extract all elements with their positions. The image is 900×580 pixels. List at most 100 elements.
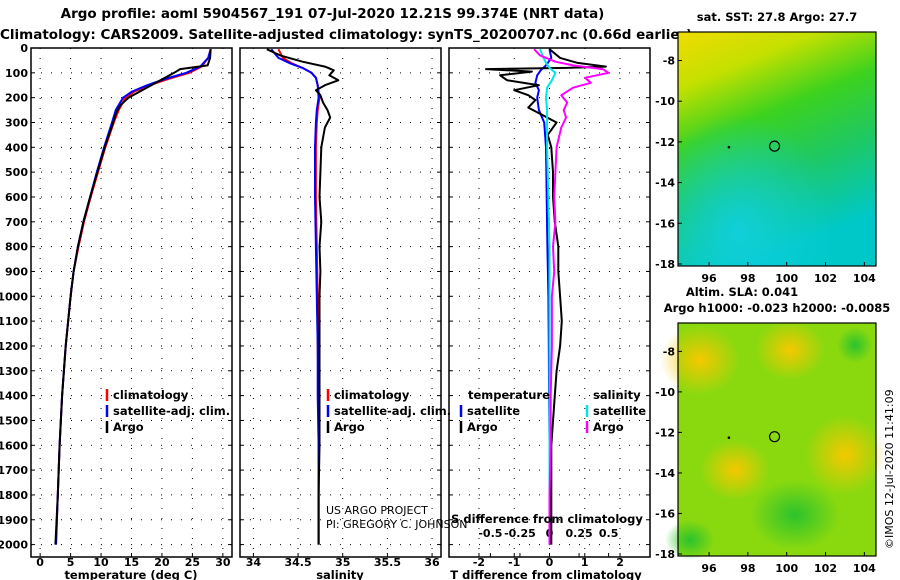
sla-low-south (750, 480, 840, 550)
depth-tick-label: 500 (5, 166, 28, 179)
pi-credit: PI: GREGORY C. JOHNSON (326, 518, 467, 531)
argo-position-marker (768, 140, 781, 152)
s-difference-tick-label: -0.25 (504, 527, 536, 540)
map-x-tick-label: 102 (814, 562, 837, 575)
salinity-lines (266, 48, 340, 545)
salinity-x-ticks: 34 34.5 35 35.5 36 (246, 556, 440, 569)
x-tick-label: 34.5 (284, 556, 311, 569)
x-tick-label: 35 (335, 556, 350, 569)
sla-high-north (755, 320, 825, 380)
x-tick-label: 5 (67, 556, 75, 569)
difference-lines (485, 48, 610, 545)
profile-line-satellite-adj-clim- (270, 48, 320, 545)
project-credit: US ARGO PROJECT (326, 504, 428, 517)
sla-low-northeast (837, 327, 873, 363)
legend-s-satellite-label: satellite (593, 404, 646, 418)
sla-map-frame (677, 322, 877, 557)
legend-satellite-label: satellite-adj. clim. (334, 404, 451, 418)
sla-map-subtitle: Argo h1000: -0.023 h2000: -0.0085 (664, 301, 891, 315)
salinity-legend: climatology satellite-adj. clim. Argo US… (326, 388, 467, 531)
map-x-tick-label: 104 (853, 562, 876, 575)
s-difference-x-ticks: -0.5 -0.25 0 0.25 0.5 (478, 527, 618, 540)
sla-high-west (660, 325, 740, 395)
legend-s-argo-label: Argo (593, 420, 624, 434)
temperature-legend: climatology satellite-adj. clim. Argo (105, 388, 230, 434)
depth-tick-label: 1900 (0, 514, 28, 527)
depth-tick-label: 1800 (0, 489, 28, 502)
legend-argo-label: Argo (334, 420, 365, 434)
imos-watermark: ©IMOS 12-Jul-2020 11:41:09 (883, 389, 896, 549)
map-y-tick-label: -10 (655, 386, 675, 399)
depth-tick-label: 2000 (0, 539, 28, 552)
depth-tick-label: 1700 (0, 464, 28, 477)
sst-map: 96 98 100 102 104 -8 -10 -12 -14 -16 -18 (655, 31, 877, 285)
legend-climatology-label: climatology (113, 388, 189, 402)
depth-tick-label: 1600 (0, 439, 28, 452)
map-x-tick-label: 96 (701, 272, 717, 285)
profile-line-climatology (55, 48, 212, 545)
sla-high-east (805, 415, 885, 495)
depth-tick-label: 700 (5, 216, 28, 229)
legend-t-argo-label: Argo (467, 420, 498, 434)
map-y-tick-label: -10 (655, 95, 675, 108)
map-x-tick-label: 104 (853, 272, 876, 285)
x-tick-label: 35.5 (374, 556, 401, 569)
x-tick-label: 15 (124, 556, 139, 569)
x-tick-label: 34 (246, 556, 262, 569)
depth-tick-label: 1000 (0, 290, 28, 303)
depth-tick-label: 600 (5, 191, 28, 204)
profile-line-s-argo (533, 48, 610, 545)
figure-title-line1: Argo profile: aoml 5904567_191 07-Jul-20… (60, 6, 605, 22)
map-y-tick-label: -12 (655, 136, 675, 149)
x-tick-label: 30 (215, 556, 231, 569)
difference-legend: temperature satellite Argo salinity sate… (459, 388, 646, 434)
sst-map-title: sat. SST: 27.8 Argo: 27.7 (697, 10, 857, 24)
temperature-x-ticks: 0 5 10 15 20 25 30 (36, 556, 231, 569)
map-y-tick-label: -14 (655, 467, 675, 480)
s-difference-x-label: S difference from climatology (451, 512, 643, 526)
x-tick-label: 1 (581, 556, 589, 569)
sla-map-markers (727, 431, 781, 443)
salinity-grid (240, 47, 441, 557)
x-tick-label: 25 (185, 556, 200, 569)
legend-argo-label: Argo (113, 420, 144, 434)
sst-map-ticks: 96 98 100 102 104 -8 -10 -12 -14 -16 -18 (655, 54, 876, 285)
map-x-tick-label: 98 (740, 272, 755, 285)
map-x-tick-label: 100 (775, 272, 798, 285)
sla-map-title: Altim. SLA: 0.041 (686, 285, 798, 299)
map-x-tick-label: 96 (701, 562, 717, 575)
temperature-x-label: temperature (deg C) (64, 568, 197, 580)
legend-salinity-title: salinity (593, 388, 641, 402)
map-x-tick-label: 102 (814, 272, 837, 285)
previous-position-marker (727, 436, 731, 439)
t-difference-x-label: T difference from climatology (450, 568, 642, 580)
temperature-panel-frame (30, 47, 233, 558)
t-difference-x-ticks: -2 -1 0 1 2 (473, 556, 624, 569)
x-tick-label: 2 (616, 556, 624, 569)
map-y-tick-label: -8 (663, 345, 675, 358)
map-y-tick-label: -8 (663, 54, 675, 67)
depth-tick-label: 300 (5, 116, 28, 129)
map-y-tick-label: -14 (655, 177, 675, 190)
x-tick-label: 10 (93, 556, 109, 569)
sla-map: 96 98 100 102 104 -8 -10 -12 -14 -16 -18 (655, 320, 885, 575)
salinity-x-label: salinity (316, 568, 364, 580)
salinity-panel-frame (239, 47, 442, 558)
x-tick-label: 0 (546, 556, 554, 569)
x-tick-label: 20 (154, 556, 170, 569)
s-difference-tick-label: 0.5 (599, 527, 619, 540)
profile-line-argo (266, 48, 340, 545)
depth-tick-label: 1400 (0, 390, 28, 403)
profile-line-s-satellite (539, 48, 557, 545)
profile-line-satellite-adj-clim- (55, 48, 212, 545)
depth-tick-label: 1100 (0, 315, 28, 328)
legend-t-satellite-label: satellite (467, 404, 520, 418)
legend-climatology-label: climatology (334, 388, 410, 402)
depth-tick-label: 1200 (0, 340, 28, 353)
depth-tick-label: 900 (5, 265, 28, 278)
previous-position-marker (727, 145, 731, 149)
x-tick-label: -1 (508, 556, 520, 569)
profile-line-t-argo (485, 48, 607, 545)
depth-tick-label: 1300 (0, 365, 28, 378)
